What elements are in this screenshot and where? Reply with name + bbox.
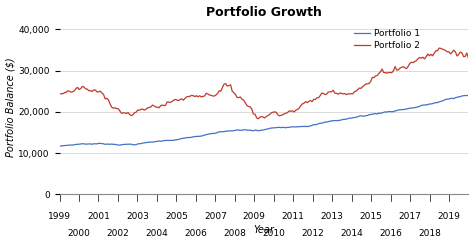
Portfolio 1	[57, 145, 63, 148]
Portfolio 2	[465, 57, 471, 60]
Portfolio 1	[381, 111, 387, 114]
Text: 2016: 2016	[379, 229, 402, 238]
Text: 2008: 2008	[223, 229, 246, 238]
Portfolio 2	[345, 92, 351, 95]
Title: Portfolio Growth: Portfolio Growth	[206, 5, 322, 19]
Text: 2014: 2014	[340, 229, 363, 238]
Portfolio 2	[436, 47, 442, 50]
Text: 2007: 2007	[204, 212, 227, 221]
Portfolio 2	[65, 89, 71, 92]
Legend: Portfolio 1, Portfolio 2: Portfolio 1, Portfolio 2	[350, 26, 423, 54]
Text: 1999: 1999	[48, 212, 71, 221]
Text: 2004: 2004	[146, 229, 168, 238]
Portfolio 2	[319, 92, 325, 95]
Portfolio 2	[383, 71, 388, 74]
Text: 2002: 2002	[107, 229, 129, 238]
Text: 2009: 2009	[243, 212, 266, 221]
Text: 2011: 2011	[282, 212, 305, 221]
Line: Portfolio 1: Portfolio 1	[60, 95, 468, 146]
Text: 2000: 2000	[68, 229, 91, 238]
Portfolio 1	[318, 122, 323, 125]
Text: 2001: 2001	[87, 212, 110, 221]
Y-axis label: Portfolio Balance ($): Portfolio Balance ($)	[6, 58, 16, 157]
Portfolio 2	[255, 117, 261, 120]
Text: 2013: 2013	[321, 212, 344, 221]
Portfolio 2	[57, 92, 63, 95]
Portfolio 1	[344, 118, 349, 121]
Text: 2003: 2003	[126, 212, 149, 221]
Line: Portfolio 2: Portfolio 2	[60, 48, 468, 119]
Portfolio 1	[465, 94, 471, 97]
Portfolio 1	[456, 95, 462, 98]
Text: 2010: 2010	[262, 229, 285, 238]
Text: 2015: 2015	[360, 212, 383, 221]
Text: 2017: 2017	[399, 212, 421, 221]
Text: 2012: 2012	[301, 229, 324, 238]
Text: 2018: 2018	[418, 229, 441, 238]
Portfolio 2	[459, 52, 465, 55]
Portfolio 1	[65, 144, 71, 147]
Portfolio 2	[179, 97, 184, 100]
Portfolio 1	[179, 137, 184, 140]
Text: 2006: 2006	[184, 229, 207, 238]
Text: 2019: 2019	[438, 212, 460, 221]
Text: 2005: 2005	[165, 212, 188, 221]
X-axis label: Year: Year	[254, 225, 274, 235]
